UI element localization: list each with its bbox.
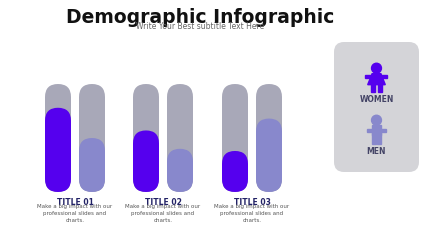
- FancyBboxPatch shape: [222, 84, 248, 192]
- Bar: [378, 84, 382, 92]
- Bar: [371, 133, 376, 144]
- Text: TITLE 01: TITLE 01: [57, 198, 93, 207]
- FancyBboxPatch shape: [167, 84, 193, 192]
- Circle shape: [371, 63, 381, 73]
- Text: Make a big impact with our
professional slides and
charts.: Make a big impact with our professional …: [214, 204, 290, 223]
- FancyBboxPatch shape: [256, 84, 282, 192]
- Text: MEN: MEN: [367, 147, 386, 156]
- FancyBboxPatch shape: [133, 84, 159, 192]
- Text: Make a big impact with our
professional slides and
charts.: Make a big impact with our professional …: [125, 204, 201, 223]
- FancyBboxPatch shape: [45, 84, 71, 192]
- FancyBboxPatch shape: [45, 108, 71, 192]
- Text: Write Your Best subtitle Text Here: Write Your Best subtitle Text Here: [136, 22, 264, 31]
- FancyBboxPatch shape: [79, 84, 105, 192]
- FancyBboxPatch shape: [79, 138, 105, 192]
- FancyBboxPatch shape: [334, 42, 419, 172]
- Circle shape: [371, 115, 381, 125]
- Bar: [381, 75, 388, 78]
- Bar: [371, 125, 381, 134]
- Text: WOMEN: WOMEN: [359, 95, 394, 104]
- Text: Demographic Infographic: Demographic Infographic: [66, 8, 334, 27]
- Text: Make a big impact with our
professional slides and
charts.: Make a big impact with our professional …: [37, 204, 112, 223]
- FancyBboxPatch shape: [222, 151, 248, 192]
- Text: TITLE 02: TITLE 02: [144, 198, 181, 207]
- Bar: [367, 129, 371, 132]
- Text: TITLE 03: TITLE 03: [233, 198, 271, 207]
- Bar: [366, 75, 372, 78]
- FancyBboxPatch shape: [133, 131, 159, 192]
- FancyBboxPatch shape: [167, 149, 193, 192]
- Bar: [381, 129, 386, 132]
- Bar: [371, 84, 375, 92]
- Polygon shape: [368, 74, 385, 85]
- Bar: [377, 133, 381, 144]
- FancyBboxPatch shape: [256, 119, 282, 192]
